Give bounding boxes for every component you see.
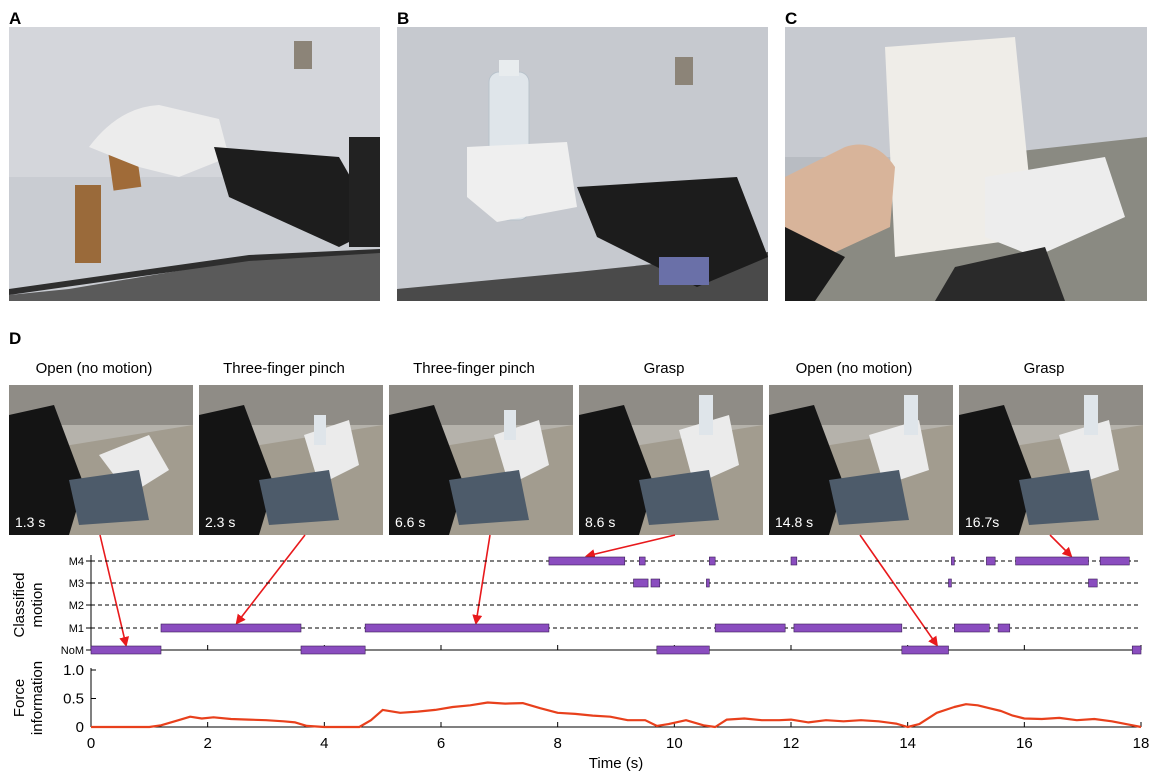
frame-label-1: Open (no motion) xyxy=(35,360,153,377)
frame-time-5: 14.8 s xyxy=(775,514,814,530)
motion-segment-nom xyxy=(90,645,162,655)
motion-segment-m4 xyxy=(548,556,626,566)
motion-segment-m3 xyxy=(633,578,649,588)
motion-segment-m3 xyxy=(650,578,661,588)
frame-label-5: Open (no motion) xyxy=(795,360,913,377)
timeline-y-label-line1: Classified xyxy=(11,572,28,637)
motion-segment-m4 xyxy=(986,556,996,566)
frame-photo-2 xyxy=(199,385,383,535)
force-y-label-line1: Force xyxy=(11,679,28,717)
frame-time-6: 16.7s xyxy=(965,514,1000,530)
frame-time-3: 6.6 s xyxy=(395,514,426,530)
motion-segment-m1 xyxy=(364,623,550,633)
frame-time-2: 2.3 s xyxy=(205,514,236,530)
force-y-tick-label: 1.0 xyxy=(63,662,84,679)
force-x-tick-label: 16 xyxy=(1016,735,1033,752)
photo-panel-c xyxy=(785,27,1147,301)
motion-segment-nom xyxy=(901,645,949,655)
motion-segment-m1 xyxy=(160,623,302,633)
motion-segment-m4 xyxy=(790,556,798,566)
force-x-tick-label: 2 xyxy=(203,735,211,752)
frame-photo-1 xyxy=(9,385,193,535)
frame-arrow-3 xyxy=(472,534,491,625)
panel-letter-c: C xyxy=(785,9,798,28)
panel-letter-a: A xyxy=(9,9,22,28)
frame-arrow-1 xyxy=(99,534,130,647)
frame-time-1: 1.3 s xyxy=(15,514,46,530)
motion-segment-nom xyxy=(300,645,366,655)
x-axis-title: Time (s) xyxy=(589,755,643,772)
panel-letter-b: B xyxy=(397,9,410,28)
frame-label-6: Grasp xyxy=(1023,360,1065,377)
motion-segment-m1 xyxy=(954,623,990,633)
force-x-tick-label: 4 xyxy=(320,735,328,752)
force-x-tick-label: 12 xyxy=(783,735,800,752)
photo-panel-b xyxy=(397,27,768,301)
photo-panel-a xyxy=(9,27,380,301)
frame-label-2: Three-finger pinch xyxy=(223,360,345,377)
motion-segment-m1 xyxy=(714,623,786,633)
frame-photo-6 xyxy=(959,385,1143,535)
y-tick-label-m2: M2 xyxy=(69,600,84,612)
force-line xyxy=(91,701,1142,729)
force-x-tick-label: 18 xyxy=(1133,735,1150,752)
frame-label-3: Three-finger pinch xyxy=(413,360,535,377)
force-y-tick-label: 0 xyxy=(76,719,84,736)
motion-segment-m4 xyxy=(639,556,646,566)
motion-segment-m3 xyxy=(1088,578,1098,588)
force-x-tick-label: 10 xyxy=(666,735,683,752)
motion-segment-m4 xyxy=(1015,556,1089,566)
motion-segment-m3 xyxy=(948,578,952,588)
motion-segment-m4 xyxy=(951,556,955,566)
frame-label-4: Grasp xyxy=(643,360,685,377)
force-x-tick-label: 6 xyxy=(437,735,445,752)
motion-segment-nom xyxy=(656,645,710,655)
frame-photo-5 xyxy=(769,385,953,535)
force-x-tick-label: 14 xyxy=(899,735,916,752)
frame-arrow-4 xyxy=(584,534,676,560)
motion-segment-m1 xyxy=(793,623,903,633)
y-tick-label-m3: M3 xyxy=(69,578,84,590)
force-y-tick-label: 0.5 xyxy=(63,691,84,708)
timeline-y-label-line2: motion xyxy=(29,582,46,627)
frame-arrow-5 xyxy=(859,534,938,647)
y-tick-label-m4: M4 xyxy=(69,556,84,568)
motion-segment-m4 xyxy=(709,556,716,566)
motion-segment-m3 xyxy=(706,578,710,588)
force-y-label-line2: information xyxy=(29,661,46,735)
frame-arrow-6 xyxy=(1049,534,1073,558)
motion-segment-nom xyxy=(1131,645,1142,655)
frame-photo-4 xyxy=(579,385,763,535)
frame-arrow-2 xyxy=(235,534,306,625)
frame-photo-3 xyxy=(389,385,573,535)
frame-time-4: 8.6 s xyxy=(585,514,616,530)
y-tick-label-nom: NoM xyxy=(61,645,84,657)
panel-letter-d: D xyxy=(9,329,22,348)
y-tick-label-m1: M1 xyxy=(69,623,84,635)
motion-segment-m4 xyxy=(1099,556,1130,566)
force-x-tick-label: 8 xyxy=(553,735,561,752)
motion-segment-m1 xyxy=(997,623,1011,633)
force-x-tick-label: 0 xyxy=(87,735,95,752)
